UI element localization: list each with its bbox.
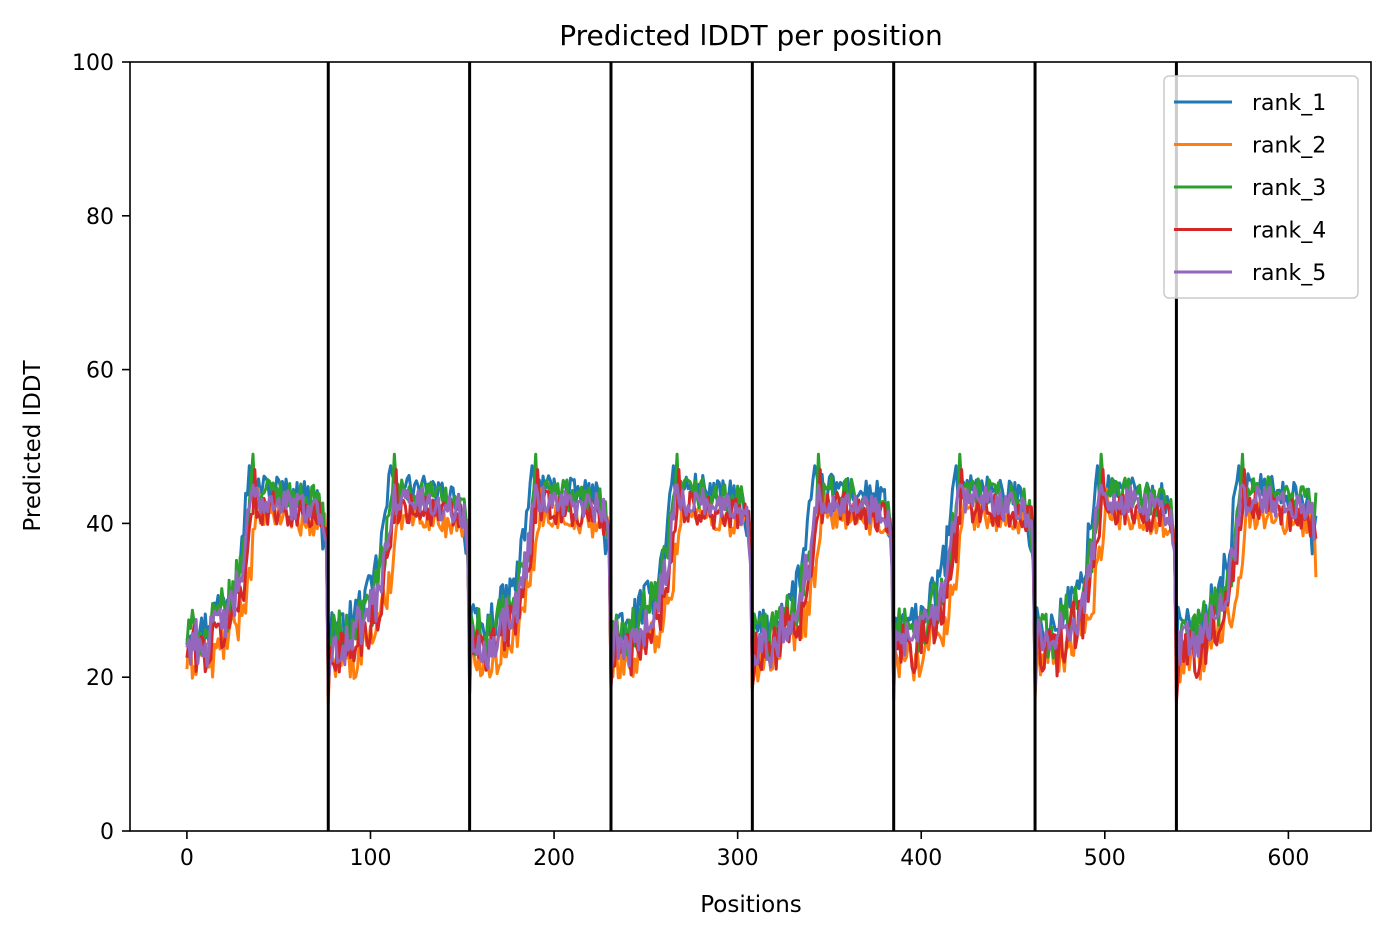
x-tick-label: 200 <box>533 846 575 871</box>
y-axis-label: Predicted lDDT <box>20 359 46 531</box>
legend-box <box>1163 75 1359 299</box>
x-tick-label: 400 <box>900 846 942 871</box>
x-axis-label: Positions <box>700 892 802 918</box>
x-tick-label: 500 <box>1084 846 1126 871</box>
y-tick-label: 80 <box>86 205 114 230</box>
axes: 0 100 200 300 400 500 600 0 20 40 60 80 100 <box>72 51 1372 871</box>
y-tick-label: 60 <box>86 359 114 384</box>
legend-label-rank-1: rank_1 <box>1252 91 1326 116</box>
y-tick-label: 40 <box>86 512 114 537</box>
y-tick-label: 20 <box>86 666 114 691</box>
legend: rank_1 rank_2 rank_3 rank_4 rank_5 <box>1163 75 1359 299</box>
legend-label-rank-2: rank_2 <box>1252 134 1326 159</box>
chart-title: Predicted lDDT per position <box>559 19 943 52</box>
y-tick-label: 100 <box>72 51 114 76</box>
x-tick-label: 300 <box>717 846 759 871</box>
x-tick-label: 600 <box>1267 846 1309 871</box>
legend-label-rank-3: rank_3 <box>1252 176 1326 201</box>
plot-area <box>185 62 1318 831</box>
legend-label-rank-5: rank_5 <box>1252 261 1326 286</box>
x-tick-label: 0 <box>180 846 194 871</box>
axes-frame <box>129 61 1372 832</box>
legend-label-rank-4: rank_4 <box>1252 219 1326 244</box>
x-tick-label: 100 <box>349 846 391 871</box>
y-tick-label: 0 <box>100 820 114 845</box>
